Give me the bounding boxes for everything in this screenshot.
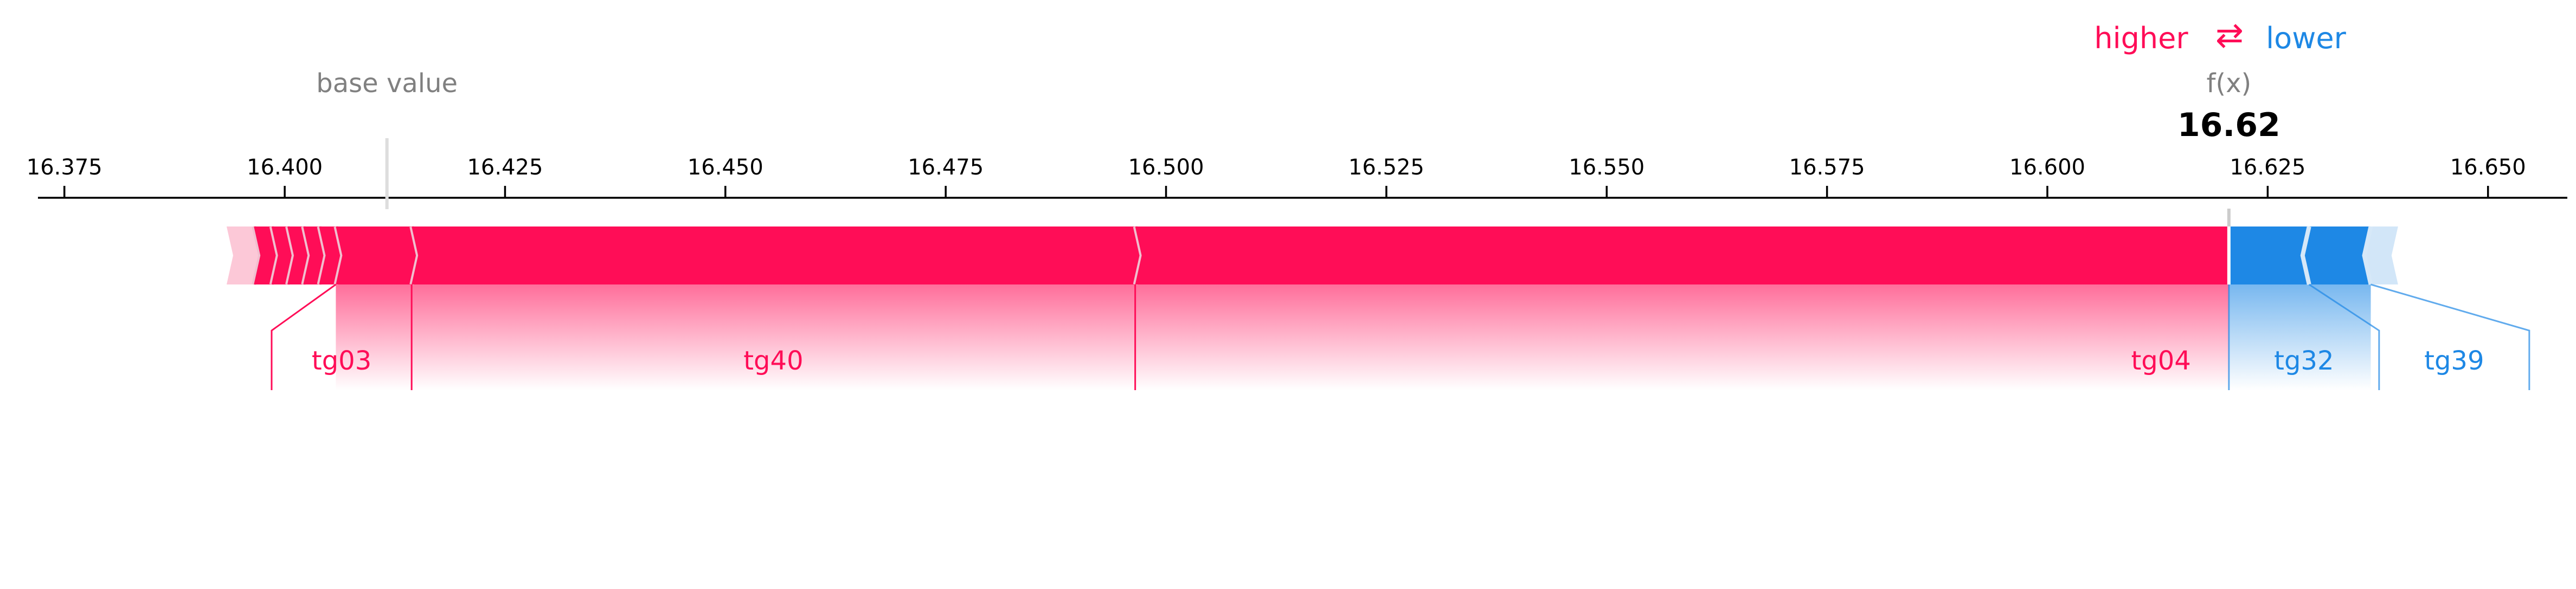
positive-segment: [336, 226, 419, 284]
negative-feature-label: tg32: [2274, 346, 2334, 376]
x-axis-tick-label: 16.425: [467, 155, 543, 180]
negative-connector: [2371, 283, 2530, 390]
negative-connector: [2308, 283, 2380, 390]
x-axis-tick-label: 16.525: [1348, 155, 1424, 180]
x-axis-tick-label: 16.450: [688, 155, 763, 180]
negative-segment: [2302, 226, 2371, 284]
positive-feature-label: tg40: [743, 346, 803, 376]
negative-shading: [2228, 284, 2371, 390]
segment-separator: [2362, 226, 2373, 285]
x-axis-tick-label: 16.600: [2009, 155, 2085, 180]
x-axis-tick-label: 16.650: [2450, 155, 2526, 180]
legend-higher-label: higher: [2094, 21, 2188, 55]
contribution-connectors: [271, 283, 2530, 390]
positive-segment: [287, 226, 310, 284]
negative-segment: [2364, 226, 2398, 284]
positive-segment: [319, 226, 343, 284]
x-axis-ticks: 16.375 16.400 16.425 16.450 16.475 16.500 16.5…: [27, 155, 2526, 198]
x-axis-tick-label: 16.475: [908, 155, 984, 180]
positive-connector: [271, 283, 337, 390]
contribution-segments: [226, 226, 2398, 285]
base-value-label: base value: [316, 68, 458, 99]
x-axis-tick-label: 16.550: [1569, 155, 1644, 180]
x-axis-tick-label: 16.625: [2230, 155, 2305, 180]
contribution-shading: [336, 284, 2371, 390]
positive-segment: [226, 226, 261, 284]
legend-arrow-icon: ⇄: [2215, 15, 2244, 55]
segment-separator: [2300, 226, 2311, 285]
x-axis-tick-label: 16.400: [247, 155, 323, 180]
positive-segment: [1135, 226, 2229, 284]
negative-feature-label: tg39: [2424, 346, 2484, 376]
positive-shading: [336, 284, 2229, 390]
x-axis-tick-label: 16.575: [1789, 155, 1865, 180]
fx-value-label: 16.62: [2177, 106, 2281, 144]
contribution-labels: tg03 tg40 tg04 tg32 tg39: [312, 346, 2484, 376]
positive-feature-label: tg04: [2131, 346, 2190, 376]
x-axis-tick-label: 16.500: [1128, 155, 1204, 180]
x-axis-tick-label: 16.375: [27, 155, 102, 180]
fx-label: f(x): [2206, 68, 2251, 99]
positive-segment: [412, 226, 1142, 284]
positive-feature-label: tg03: [312, 346, 371, 376]
positive-segment: [254, 226, 278, 284]
positive-segment: [303, 226, 326, 284]
positive-segment: [271, 226, 294, 284]
negative-segment: [2228, 226, 2309, 284]
legend-lower-label: lower: [2266, 21, 2346, 55]
